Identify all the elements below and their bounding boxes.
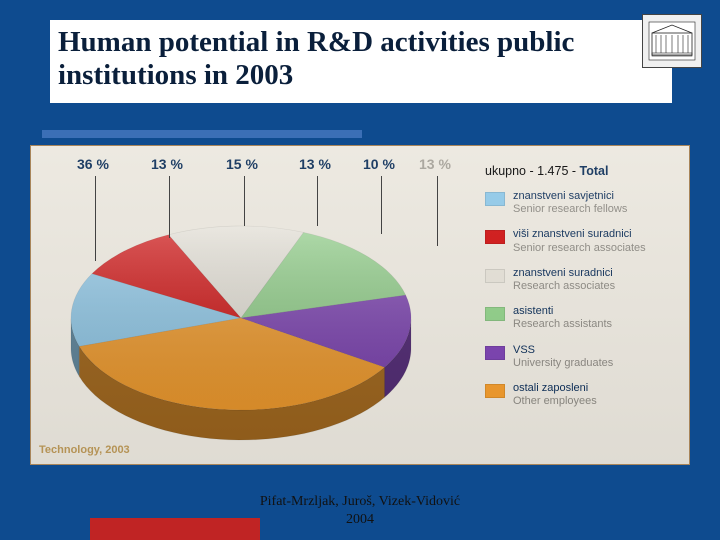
pct-label: 15 % (226, 156, 258, 172)
pct-label: 13 % (151, 156, 183, 172)
total-en: Total (580, 164, 609, 178)
leader-line (381, 176, 382, 234)
building-icon (648, 21, 696, 61)
legend-text: znanstveni suradniciResearch associates (513, 267, 615, 293)
legend-item: viši znanstveni suradniciSenior research… (485, 228, 675, 254)
leader-line (244, 176, 245, 226)
legend-swatch (485, 346, 505, 360)
legend-swatch (485, 307, 505, 321)
pct-label: 13 % (419, 156, 451, 172)
legend-text: asistentiResearch assistants (513, 305, 612, 331)
legend-item: znanstveni suradniciResearch associates (485, 267, 675, 293)
leader-line (95, 176, 96, 261)
title-area: Human potential in R&D activities public… (50, 20, 672, 103)
footer-year: 2004 (346, 512, 374, 527)
legend-item: VSSUniversity graduates (485, 344, 675, 370)
chart-panel: 36 % 13 % 15 % 13 % 10 % 13 % ukupno - 1.475 … (30, 145, 690, 465)
chart-source: Technology, 2003 (39, 444, 130, 456)
leader-line (437, 176, 438, 246)
pie-chart (51, 198, 431, 458)
legend-text: ostali zaposleniOther employees (513, 382, 597, 408)
footer-citation: Pifat-Mrzljak, Juroš, Vizek-Vidović 2004 (0, 493, 720, 528)
legend-text: VSSUniversity graduates (513, 344, 613, 370)
legend-item: ostali zaposleniOther employees (485, 382, 675, 408)
institution-logo (642, 14, 702, 68)
legend-swatch (485, 384, 505, 398)
pct-labels: 36 % 13 % 15 % 13 % 10 % 13 % (51, 156, 471, 186)
slide-title: Human potential in R&D activities public… (58, 26, 664, 93)
legend-total: ukupno - 1.475 - Total (485, 164, 675, 178)
total-hr: ukupno - 1.475 - (485, 164, 576, 178)
legend-text: znanstveni savjetniciSenior research fel… (513, 190, 627, 216)
legend-swatch (485, 269, 505, 283)
legend-swatch (485, 192, 505, 206)
legend-item: asistentiResearch assistants (485, 305, 675, 331)
title-underline (42, 130, 362, 138)
legend-item: znanstveni savjetniciSenior research fel… (485, 190, 675, 216)
pct-label: 10 % (363, 156, 395, 172)
legend: ukupno - 1.475 - Total znanstveni savjet… (485, 164, 675, 420)
legend-swatch (485, 230, 505, 244)
footer-authors: Pifat-Mrzljak, Juroš, Vizek-Vidović (260, 494, 460, 509)
legend-text: viši znanstveni suradniciSenior research… (513, 228, 646, 254)
pct-label: 13 % (299, 156, 331, 172)
leader-line (169, 176, 170, 238)
pct-label: 36 % (77, 156, 109, 172)
leader-line (317, 176, 318, 226)
